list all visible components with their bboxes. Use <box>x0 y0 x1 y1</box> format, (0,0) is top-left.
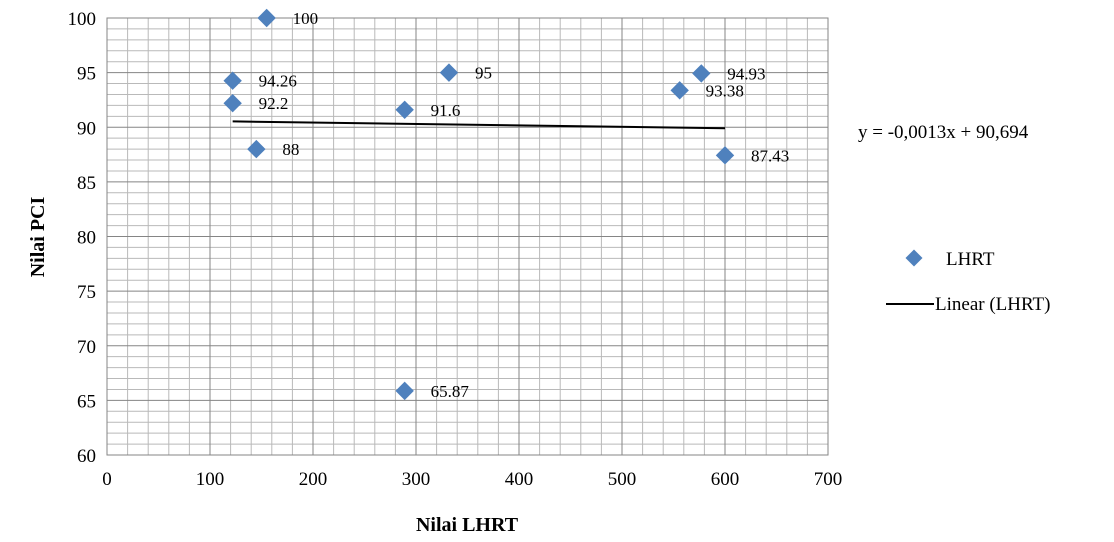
y-tick-label: 70 <box>77 337 96 358</box>
x-tick-label: 500 <box>608 469 637 490</box>
y-tick-label: 60 <box>77 446 96 467</box>
data-label: 94.26 <box>259 72 297 91</box>
y-tick-label: 100 <box>68 9 97 30</box>
data-point <box>439 63 459 82</box>
y-tick-label: 65 <box>77 391 96 412</box>
x-axis-tick-labels: 0 100 200 300 400 500 600 700 <box>102 469 842 490</box>
y-tick-label: 85 <box>77 173 96 194</box>
data-point <box>247 139 266 159</box>
plot-area-border <box>106 17 829 456</box>
data-label: 93.38 <box>706 81 744 100</box>
x-axis-title: Nilai LHRT <box>416 514 519 536</box>
data-label: 100 <box>293 9 319 28</box>
x-tick-label: 300 <box>402 469 431 490</box>
data-label: 91.6 <box>431 101 461 120</box>
trendline <box>232 120 726 130</box>
data-points <box>223 8 735 401</box>
y-axis-tick-labels: 60 65 70 75 80 85 90 95 100 <box>68 9 97 467</box>
y-tick-label: 90 <box>77 118 96 139</box>
x-tick-label: 200 <box>299 469 328 490</box>
x-tick-label: 0 <box>102 469 112 490</box>
data-label: 95 <box>475 64 492 83</box>
data-point <box>257 8 276 28</box>
y-axis-title: Nilai PCI <box>27 197 49 278</box>
x-tick-label: 100 <box>196 469 225 490</box>
data-point <box>395 381 414 401</box>
x-tick-label: 600 <box>711 469 740 490</box>
data-point <box>670 81 689 100</box>
data-label: 92.2 <box>259 94 289 113</box>
legend-marker-lhrt <box>905 249 923 267</box>
data-point <box>692 64 711 83</box>
data-label: 65.87 <box>431 382 470 401</box>
data-point <box>715 146 735 165</box>
data-label: 87.43 <box>751 146 789 165</box>
data-point <box>223 71 242 90</box>
y-tick-label: 95 <box>77 64 96 85</box>
data-label: 94.93 <box>727 64 765 83</box>
legend-label-lhrt: LHRT <box>946 249 995 270</box>
legend-label-linear: Linear (LHRT) <box>935 294 1050 315</box>
x-tick-label: 400 <box>505 469 534 490</box>
data-label: 88 <box>282 140 299 159</box>
x-tick-label: 700 <box>814 469 843 490</box>
data-point <box>223 94 242 113</box>
y-tick-label: 80 <box>77 228 96 249</box>
trendline-equation: y = -0,0013x + 90,694 <box>858 122 1029 143</box>
legend: LHRT Linear (LHRT) <box>886 249 1050 315</box>
data-point <box>395 100 414 119</box>
y-tick-label: 75 <box>77 282 96 303</box>
